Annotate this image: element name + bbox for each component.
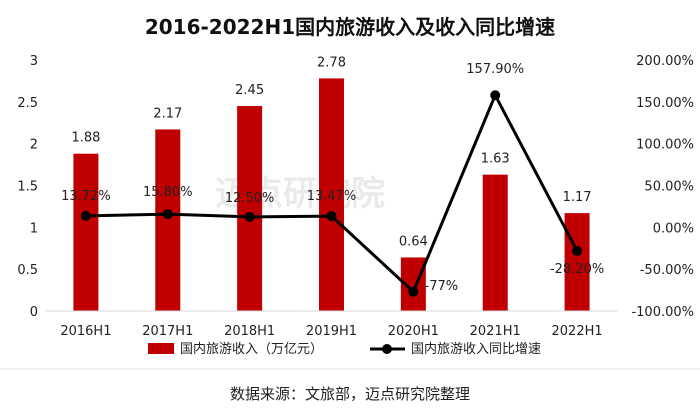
- source-note: 数据来源：文旅部，迈点研究院整理: [230, 385, 470, 403]
- growth-value-label: 15.80%: [143, 185, 193, 200]
- y-left-tick-label: 1.5: [17, 180, 38, 195]
- bar-value-label: 2.45: [235, 83, 264, 98]
- y-left-tick-label: 0.5: [17, 263, 38, 278]
- growth-point-2017H1: [162, 209, 173, 220]
- growth-point-2016H1: [80, 210, 91, 221]
- growth-point-2020H1: [408, 286, 419, 297]
- y-right-tick-label: -50.00%: [640, 263, 694, 278]
- legend-bar-label: 国内旅游收入（万亿元）: [180, 341, 323, 357]
- growth-point-2019H1: [326, 211, 337, 222]
- y-right-tick-label: 100.00%: [636, 138, 694, 153]
- bar-value-label: 0.64: [399, 234, 428, 249]
- bar-2019H1: [319, 78, 344, 311]
- x-category-label: 2018H1: [224, 324, 275, 339]
- x-category-label: 2020H1: [388, 324, 439, 339]
- y-right-tick-label: -100.00%: [631, 305, 694, 320]
- legend-line-marker: [382, 344, 392, 354]
- bar-value-label: 1.63: [481, 152, 510, 167]
- x-category-label: 2019H1: [306, 324, 357, 339]
- growth-value-label: 12.50%: [225, 191, 275, 206]
- y-left-tick-label: 2.5: [17, 96, 38, 111]
- legend-line-label: 国内旅游收入同比增速: [411, 341, 541, 357]
- x-category-label: 2016H1: [60, 324, 111, 339]
- chart-title: 2016-2022H1国内旅游收入及收入同比增速: [145, 15, 555, 39]
- bar-value-label: 1.17: [563, 190, 592, 205]
- bar-2021H1: [482, 174, 508, 311]
- bar-2022H1: [564, 213, 590, 311]
- bar-value-label: 2.78: [317, 55, 346, 70]
- y-left-tick-label: 3: [30, 54, 38, 69]
- bar-2018H1: [237, 106, 263, 312]
- growth-point-2021H1: [490, 90, 501, 101]
- bar-2016H1: [73, 153, 99, 311]
- growth-value-label: -28.20%: [550, 262, 604, 277]
- x-category-label: 2017H1: [142, 324, 193, 339]
- y-right-tick-label: 200.00%: [636, 54, 694, 69]
- y-right-tick-label: 150.00%: [636, 96, 694, 111]
- y-right-tick-label: 50.00%: [644, 180, 694, 195]
- bar-value-label: 1.88: [71, 131, 100, 146]
- y-left-tick-label: 2: [30, 138, 38, 153]
- y-right-tick-label: 0.00%: [653, 221, 694, 236]
- growth-point-2022H1: [572, 245, 583, 256]
- bar-value-label: 2.17: [153, 106, 182, 121]
- growth-value-label: 13.72%: [61, 189, 111, 204]
- growth-value-label: 157.90%: [466, 62, 524, 77]
- x-category-label: 2021H1: [470, 324, 521, 339]
- y-left-tick-label: 0: [30, 305, 38, 320]
- growth-value-label: -77%: [425, 279, 459, 294]
- growth-value-label: 13.47%: [307, 189, 357, 204]
- x-category-label: 2022H1: [552, 324, 603, 339]
- legend-bar-swatch: [148, 343, 174, 354]
- growth-point-2018H1: [244, 211, 255, 222]
- y-left-tick-label: 1: [30, 221, 38, 236]
- bar-2017H1: [155, 129, 181, 311]
